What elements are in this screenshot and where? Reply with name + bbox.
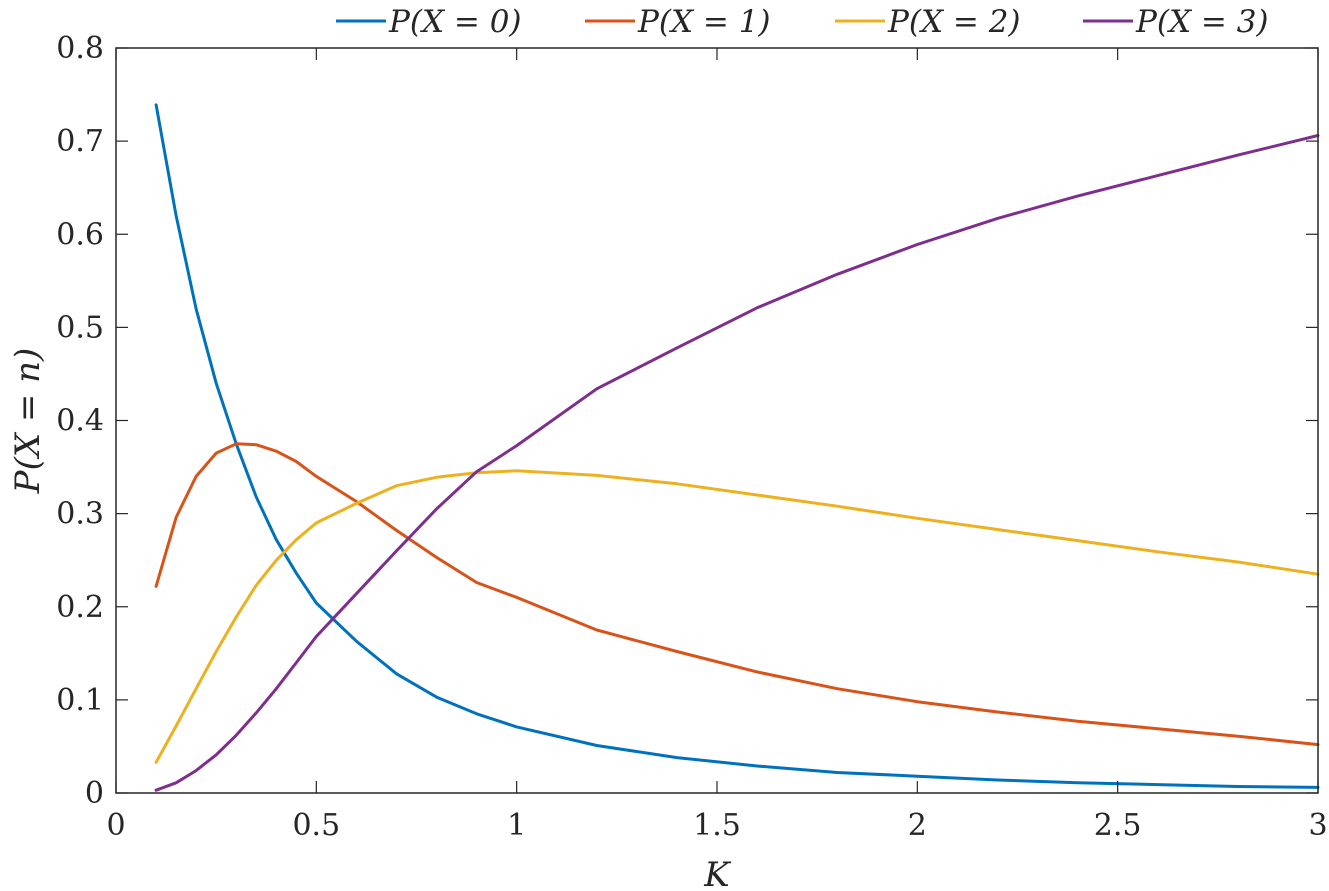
x-tick-label: 1.5 [693,808,741,843]
y-tick-label: 0.1 [56,683,104,718]
series-line-1 [154,442,1320,747]
legend: P(X = 0) P(X = 1) P(X = 2) P(X = 3) [336,4,1269,40]
y-tick-label: 0.8 [56,31,104,66]
legend-label-0: P(X = 0) [388,4,522,40]
series-line-2 [154,469,1320,764]
y-tick-label: 0.5 [56,310,104,345]
y-tick-label: 0.2 [56,590,104,625]
x-tick-label: 0 [106,808,125,843]
y-axis-label: P(X = n) [8,348,48,495]
y-tick-label: 0.6 [56,217,104,252]
x-tick-labels: 0 0.5 1 1.5 2 2.5 3 [106,808,1327,843]
series-line-3 [154,134,1320,792]
x-tick-label: 1 [507,808,526,843]
y-tick-label: 0.4 [56,404,104,439]
y-tick-labels: 0 0.1 0.2 0.3 0.4 0.5 0.6 0.7 0.8 [56,31,104,811]
y-tick-label: 0.7 [56,124,104,159]
x-tick-label: 0.5 [292,808,340,843]
y-tick-label: 0 [85,776,104,811]
y-tick-label: 0.3 [56,497,104,532]
ticks [115,47,1319,794]
x-tick-label: 2 [908,808,927,843]
x-axis-label: K [703,855,732,891]
legend-label-3: P(X = 3) [1135,4,1269,40]
legend-label-2: P(X = 2) [887,4,1021,40]
x-tick-label: 2.5 [1094,808,1142,843]
plot-lines [154,103,1320,792]
series-line-0 [154,103,1320,789]
legend-label-1: P(X = 1) [637,4,771,40]
axes-box [115,47,1319,794]
x-tick-label: 3 [1308,808,1327,843]
